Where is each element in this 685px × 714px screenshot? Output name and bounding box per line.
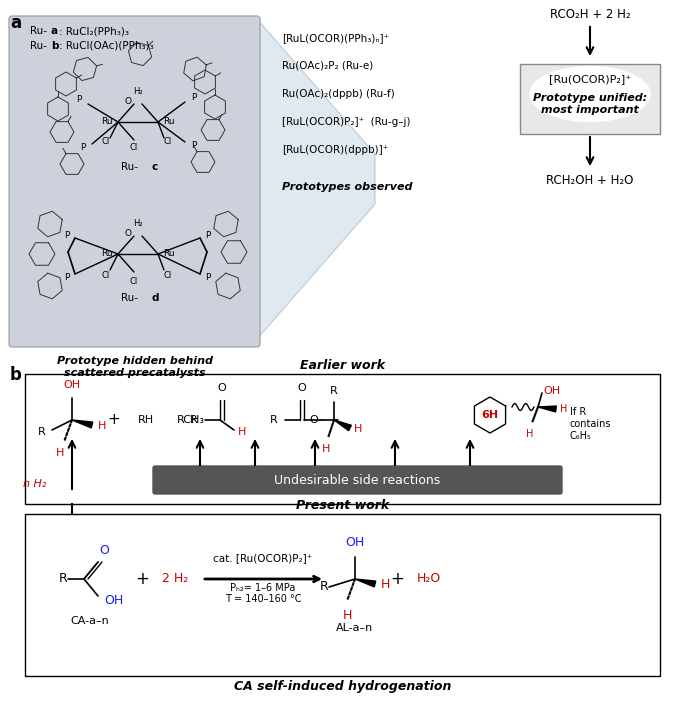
FancyBboxPatch shape: [9, 16, 260, 347]
Text: H: H: [381, 578, 390, 590]
Text: n H₂: n H₂: [23, 479, 46, 489]
Text: : RuCl₂(PPh₃)₃: : RuCl₂(PPh₃)₃: [59, 26, 129, 36]
Text: R: R: [321, 580, 329, 593]
Text: R: R: [271, 415, 278, 425]
Text: OH: OH: [345, 536, 364, 549]
Text: Ru-: Ru-: [30, 41, 47, 51]
Text: R: R: [38, 427, 46, 437]
Text: +: +: [390, 570, 404, 588]
Text: b: b: [10, 366, 22, 384]
Text: [Ru(OCOR)P₂]⁺: [Ru(OCOR)P₂]⁺: [549, 74, 631, 84]
Text: Cl: Cl: [130, 276, 138, 286]
Text: R: R: [59, 573, 68, 585]
Text: O: O: [297, 383, 306, 393]
Text: R: R: [330, 386, 338, 396]
Text: Ru-: Ru-: [121, 162, 138, 172]
Text: b: b: [51, 41, 58, 51]
Text: H: H: [354, 424, 362, 434]
Text: O: O: [99, 544, 109, 557]
Text: Ru: Ru: [101, 118, 113, 126]
Polygon shape: [334, 420, 351, 431]
Text: H: H: [526, 429, 534, 439]
Text: O: O: [125, 228, 132, 238]
Text: H₂: H₂: [133, 87, 142, 96]
Text: RH: RH: [138, 415, 154, 425]
Text: a: a: [10, 14, 21, 32]
Text: RCH₂OH + H₂O: RCH₂OH + H₂O: [547, 174, 634, 186]
Text: Ru(OAc)₂(dppb) (Ru-f): Ru(OAc)₂(dppb) (Ru-f): [282, 89, 395, 99]
Text: OH: OH: [543, 386, 560, 396]
Text: 2 H₂: 2 H₂: [162, 573, 188, 585]
Polygon shape: [257, 19, 375, 339]
Text: cat. [Ru(OCOR)P₂]⁺: cat. [Ru(OCOR)P₂]⁺: [213, 553, 312, 563]
Text: d: d: [152, 293, 160, 303]
Text: P: P: [64, 273, 70, 281]
Text: Undesirable side reactions: Undesirable side reactions: [275, 473, 440, 486]
Text: OH: OH: [64, 380, 81, 390]
Text: RCH₃: RCH₃: [177, 415, 205, 425]
Text: Cl: Cl: [130, 143, 138, 151]
Text: AL-a–n: AL-a–n: [336, 623, 373, 633]
Polygon shape: [355, 579, 376, 587]
Text: RCO₂H + 2 H₂: RCO₂H + 2 H₂: [549, 8, 630, 21]
FancyBboxPatch shape: [153, 466, 562, 494]
Text: : RuCl(OAc)(PPh₃)₃: : RuCl(OAc)(PPh₃)₃: [59, 41, 153, 51]
Text: O: O: [218, 383, 226, 393]
Ellipse shape: [530, 66, 650, 121]
Text: Prototypes observed: Prototypes observed: [282, 182, 412, 192]
Text: R: R: [190, 415, 198, 425]
Text: +: +: [135, 570, 149, 588]
Text: P: P: [77, 96, 82, 104]
Text: Prototype unified:
most important: Prototype unified: most important: [533, 94, 647, 115]
Text: Prototype hidden behind
scattered precatalysts: Prototype hidden behind scattered precat…: [57, 356, 213, 378]
Text: H₂: H₂: [133, 219, 142, 228]
Text: Pₕ₂= 1–6 MPa: Pₕ₂= 1–6 MPa: [230, 583, 296, 593]
Text: P: P: [81, 144, 86, 153]
Text: P: P: [191, 94, 197, 103]
Text: CA self-induced hydrogenation: CA self-induced hydrogenation: [234, 680, 451, 693]
Text: Earlier work: Earlier work: [300, 359, 385, 372]
Text: Ru-: Ru-: [30, 26, 47, 36]
Text: P: P: [205, 231, 210, 239]
Text: [RuL(OCOR)P₂]⁺  (Ru-g–j): [RuL(OCOR)P₂]⁺ (Ru-g–j): [282, 117, 410, 127]
Text: P: P: [64, 231, 70, 239]
Text: H: H: [322, 444, 330, 454]
Text: P: P: [191, 141, 197, 151]
Text: Cl: Cl: [164, 271, 172, 281]
Text: 6H: 6H: [482, 410, 499, 420]
Text: [RuL(OCOR)(PPh₃)ₙ]⁺: [RuL(OCOR)(PPh₃)ₙ]⁺: [282, 33, 389, 43]
Bar: [25, 374, 660, 504]
Polygon shape: [538, 406, 556, 412]
Bar: [25, 514, 660, 676]
Polygon shape: [72, 420, 92, 428]
Text: Ru(OAc)₂P₂ (Ru-e): Ru(OAc)₂P₂ (Ru-e): [282, 61, 373, 71]
Text: P: P: [205, 273, 210, 281]
Text: Cl: Cl: [102, 138, 110, 146]
Text: OH: OH: [104, 593, 123, 606]
Text: T = 140–160 °C: T = 140–160 °C: [225, 594, 301, 604]
Text: +: +: [108, 413, 121, 428]
Text: Cl: Cl: [164, 138, 172, 146]
Text: [RuL(OCOR)(dppb)]⁺: [RuL(OCOR)(dppb)]⁺: [282, 145, 388, 155]
Text: Ru-: Ru-: [121, 293, 138, 303]
Text: c: c: [152, 162, 158, 172]
Text: O: O: [310, 415, 319, 425]
Text: H: H: [55, 448, 64, 458]
Text: Ru: Ru: [163, 118, 175, 126]
Text: H: H: [238, 427, 247, 437]
Text: If R
contains
C₆H₅: If R contains C₆H₅: [570, 408, 612, 441]
Text: H: H: [342, 609, 351, 622]
Text: Ru: Ru: [163, 249, 175, 258]
Text: O: O: [125, 96, 132, 106]
Text: Cl: Cl: [102, 271, 110, 281]
Text: Present work: Present work: [296, 499, 389, 512]
Bar: [520, 64, 660, 134]
Text: H₂O: H₂O: [417, 573, 441, 585]
Text: Ru: Ru: [101, 249, 113, 258]
Text: H: H: [560, 404, 567, 414]
Text: CA-a–n: CA-a–n: [71, 616, 110, 626]
Text: a: a: [51, 26, 58, 36]
Text: H: H: [98, 421, 106, 431]
